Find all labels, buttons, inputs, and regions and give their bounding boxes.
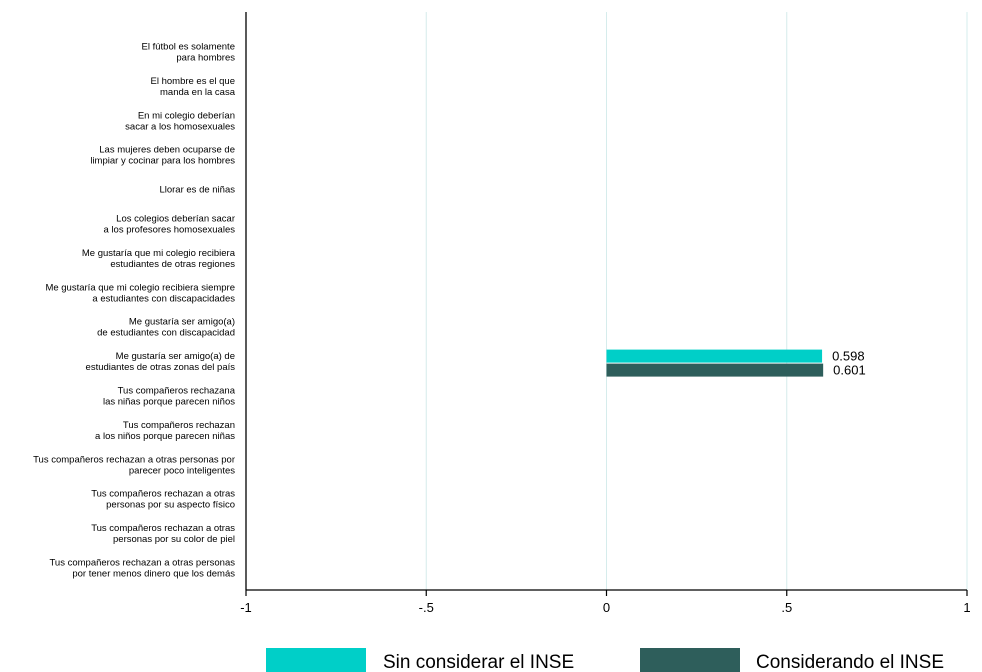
category-label-15-line-0: Tus compañeros rechazan a otras personas xyxy=(49,558,235,569)
category-label-8-line-1: de estudiantes con discapacidad xyxy=(97,328,235,339)
x-tick-label-1: -.5 xyxy=(419,600,434,615)
category-label-6-line-0: Me gustaría que mi colegio recibiera xyxy=(82,248,236,259)
category-label-2-line-1: sacar a los homosexuales xyxy=(125,121,235,132)
x-tick-label-2: 0 xyxy=(603,600,610,615)
category-label-5-line-0: Los colegios deberían sacar xyxy=(116,214,235,225)
data-label-considerando-el-inse-9: 0.601 xyxy=(833,363,866,378)
category-label-14-line-1: personas por su color de piel xyxy=(113,534,235,545)
category-label-11-line-1: a los niños porque parecen niñas xyxy=(95,431,235,442)
grid-lines xyxy=(425,12,968,590)
category-label-11: Tus compañeros rechazan a los niños porqu… xyxy=(95,420,235,442)
category-label-0-line-1: para hombres xyxy=(176,53,235,64)
category-label-1: El hombre es el que manda en la casa xyxy=(151,76,236,98)
legend-swatch-con-inse xyxy=(640,648,740,672)
category-label-14: Tus compañeros rechazan a otras personas … xyxy=(91,523,235,545)
category-label-0: El fútbol es solamente para hombres xyxy=(142,42,236,64)
category-label-15-line-1: por tener menos dinero que los demás xyxy=(72,569,235,580)
category-labels: El fútbol es solamente para hombres El hom… xyxy=(33,42,236,580)
category-label-7-line-0: Me gustaría que mi colegio recibiera sie… xyxy=(45,282,235,293)
category-label-1-line-1: manda en la casa xyxy=(160,87,236,98)
category-label-13-line-1: personas por su aspecto físico xyxy=(106,500,235,511)
category-label-9-line-1: estudiantes de otras zonas del país xyxy=(86,362,236,373)
legend-label-con-inse: Considerando el INSE xyxy=(756,652,944,672)
category-label-2-line-0: En mi colegio deberían xyxy=(138,110,235,121)
category-label-0-line-0: El fútbol es solamente xyxy=(142,42,235,53)
data-label-sin-considerar-el-inse-9: 0.598 xyxy=(832,349,865,364)
x-tick-label-0: -1 xyxy=(240,600,252,615)
category-label-3: Las mujeres deben ocuparse de limpiar y c… xyxy=(90,145,235,167)
category-label-8-line-0: Me gustaría ser amigo(a) xyxy=(129,317,235,328)
legend: Sin considerar el INSE Considerando el I… xyxy=(266,648,944,672)
category-label-10-line-0: Tus compañeros rechazana xyxy=(118,386,236,397)
category-label-12: Tus compañeros rechazan a otras personas… xyxy=(33,454,235,476)
category-label-2: En mi colegio deberían sacar a los homose… xyxy=(125,110,235,132)
x-tick-label-3: .5 xyxy=(781,600,792,615)
category-label-5: Los colegios deberían sacar a los profeso… xyxy=(104,214,236,236)
category-label-9: Me gustaría ser amigo(a) de estudiantes d… xyxy=(86,351,236,373)
category-label-13-line-0: Tus compañeros rechazan a otras xyxy=(91,489,235,500)
category-label-6: Me gustaría que mi colegio recibiera estu… xyxy=(82,248,236,270)
bars xyxy=(606,349,824,377)
category-label-5-line-1: a los profesores homosexuales xyxy=(104,225,236,236)
legend-label-sin-inse: Sin considerar el INSE xyxy=(383,652,574,672)
bar-considerando-el-inse-9 xyxy=(606,363,824,377)
category-label-8: Me gustaría ser amigo(a) de estudiantes c… xyxy=(97,317,235,339)
category-label-10: Tus compañeros rechazana las niñas porque… xyxy=(103,386,236,408)
category-label-4: Llorar es de niñas xyxy=(159,185,235,196)
category-label-12-line-0: Tus compañeros rechazan a otras personas… xyxy=(33,454,235,465)
category-label-15: Tus compañeros rechazan a otras personas… xyxy=(49,558,235,580)
category-label-6-line-1: estudiantes de otras regiones xyxy=(110,259,235,270)
category-label-3-line-0: Las mujeres deben ocuparse de xyxy=(99,145,235,156)
category-label-13: Tus compañeros rechazan a otras personas … xyxy=(91,489,235,511)
x-ticks: -1 -.5 0 .5 1 xyxy=(240,590,971,615)
category-label-14-line-0: Tus compañeros rechazan a otras xyxy=(91,523,235,534)
legend-swatch-sin-inse xyxy=(266,648,366,672)
category-label-4-line-0: Llorar es de niñas xyxy=(159,185,235,196)
category-label-7: Me gustaría que mi colegio recibiera sie… xyxy=(45,282,235,304)
category-label-1-line-0: El hombre es el que xyxy=(151,76,236,87)
category-label-10-line-1: las niñas porque parecen niños xyxy=(103,397,235,408)
category-label-3-line-1: limpiar y cocinar para los hombres xyxy=(90,156,235,167)
bar-sin-considerar-el-inse-9 xyxy=(606,349,823,363)
category-label-12-line-1: parecer poco inteligentes xyxy=(129,465,235,476)
x-tick-label-4: 1 xyxy=(963,600,970,615)
category-label-7-line-1: a estudiantes con discapacidades xyxy=(92,293,235,304)
category-label-9-line-0: Me gustaría ser amigo(a) de xyxy=(116,351,235,362)
category-label-11-line-0: Tus compañeros rechazan xyxy=(123,420,235,431)
